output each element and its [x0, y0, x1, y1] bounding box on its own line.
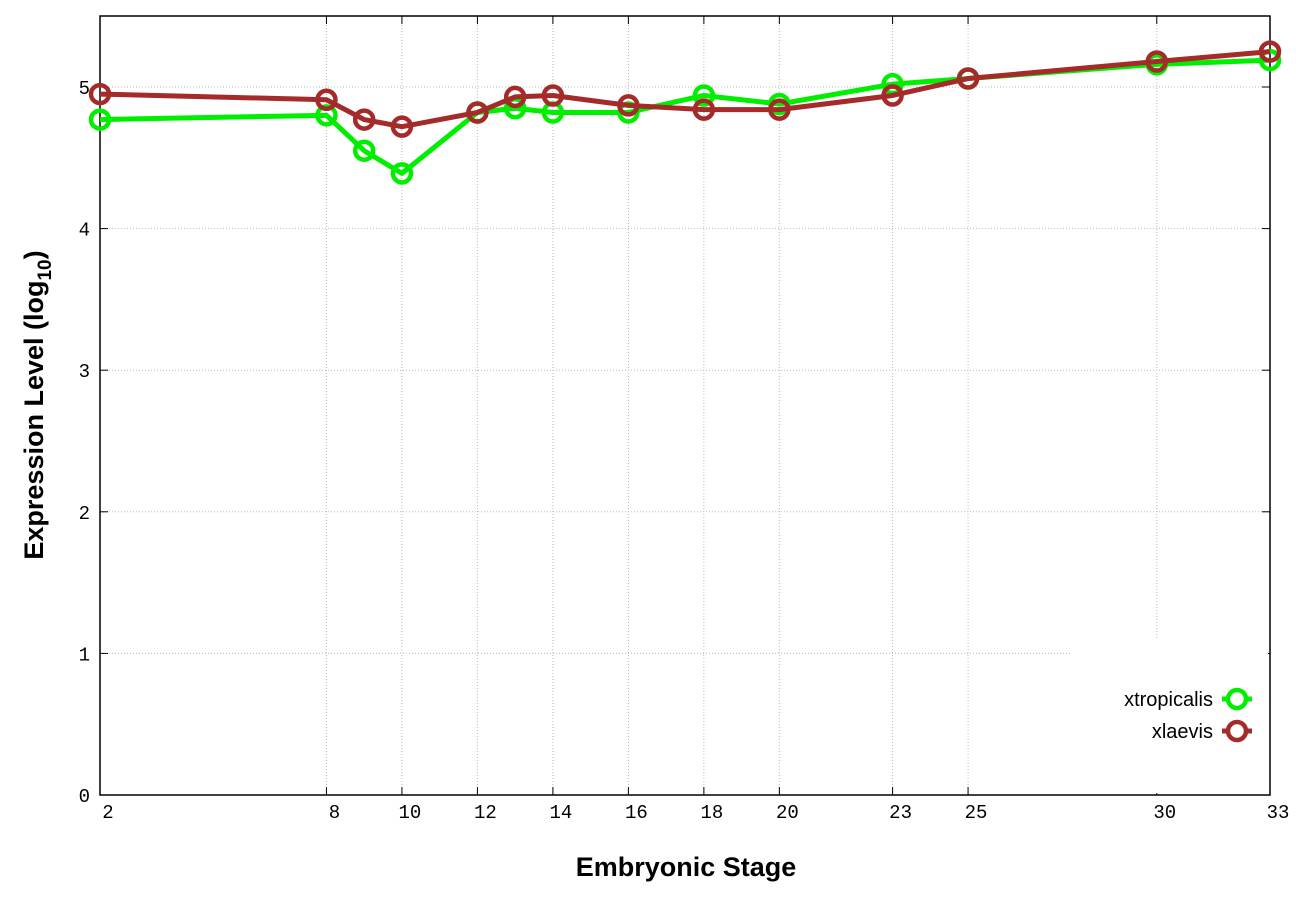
legend-marker: [1225, 719, 1249, 743]
data-point: [1258, 40, 1282, 63]
data-point: [88, 82, 112, 106]
plot-frame: [99, 15, 1271, 796]
y-tick-label: 2: [79, 503, 90, 525]
y-tick-label: 4: [79, 220, 90, 242]
data-point: [315, 88, 338, 111]
x-tick-label: 8: [329, 802, 340, 824]
y-tick-label: 1: [79, 644, 90, 666]
data-point: [88, 108, 112, 131]
y-axis-label: Expression Level (log10): [19, 250, 56, 559]
data-point: [617, 94, 640, 117]
data-point: [692, 98, 716, 121]
x-tick-label: 18: [700, 802, 723, 824]
x-tick-label: 16: [625, 802, 648, 824]
x-tick-label: 25: [965, 802, 988, 824]
data-point: [315, 104, 338, 127]
data-point: [541, 84, 565, 107]
legend-marker: [1225, 687, 1249, 711]
x-tick-label: 10: [399, 802, 422, 824]
x-tick-label: 30: [1153, 802, 1176, 824]
x-axis-label: Embryonic Stage: [576, 852, 797, 882]
data-point: [352, 139, 376, 162]
data-point: [692, 84, 716, 107]
data-point: [390, 115, 414, 138]
x-tick-label: 12: [474, 802, 497, 824]
data-point: [352, 108, 376, 131]
series-line: [99, 49, 1271, 130]
grid: [100, 16, 1270, 795]
data-point: [503, 85, 527, 109]
series-line: [99, 57, 1271, 176]
x-tick-label: 20: [776, 802, 799, 824]
data-point: [768, 98, 791, 121]
series-xlaevis: [88, 40, 1282, 138]
data-point: [390, 162, 414, 185]
x-tick-label: 2: [102, 802, 113, 824]
x-tick-label: 23: [889, 802, 912, 824]
series-xtropicalis: [88, 48, 1282, 185]
series-group: [88, 40, 1282, 185]
legend-label: xtropicalis: [1124, 689, 1213, 711]
y-tick-label: 3: [79, 361, 90, 383]
data-point: [466, 101, 489, 124]
y-tick-label: 0: [79, 786, 90, 808]
legend-label: xlaevis: [1152, 721, 1213, 743]
x-tick-label: 14: [549, 802, 572, 824]
y-tick-label: 5: [79, 78, 90, 100]
data-point: [1258, 48, 1282, 72]
x-tick-label: 33: [1267, 802, 1290, 824]
data-point: [1145, 50, 1169, 73]
data-point: [881, 84, 904, 107]
legend: xtropicalis xlaevis: [1072, 650, 1268, 793]
data-point: [956, 67, 980, 90]
